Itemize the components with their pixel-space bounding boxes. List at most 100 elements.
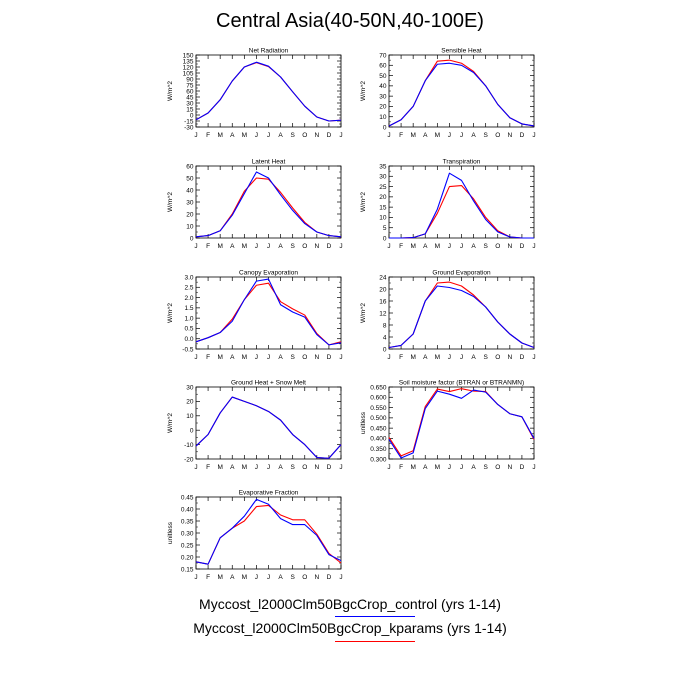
x-tick-label: J	[448, 243, 451, 250]
x-tick-label: D	[327, 243, 332, 250]
y-tick-label: 30	[186, 100, 194, 107]
x-tick-label: A	[423, 354, 428, 361]
series-line	[388, 389, 535, 459]
y-axis-label: W/m^2	[167, 192, 174, 212]
x-tick-label: A	[278, 464, 283, 471]
y-tick-label: 30	[186, 384, 194, 391]
plot-frame	[195, 386, 342, 460]
x-tick-label: S	[483, 132, 488, 139]
y-tick-label: 30	[379, 93, 387, 100]
y-tick-label: -0.5	[182, 346, 194, 353]
x-tick-label: J	[255, 243, 258, 250]
x-tick-label: O	[302, 132, 307, 139]
x-tick-label: N	[507, 464, 512, 471]
x-tick-label: M	[435, 354, 440, 361]
x-tick-label: J	[387, 243, 390, 250]
x-tick-label: S	[483, 243, 488, 250]
plot-frame	[388, 276, 535, 350]
y-tick-label: 60	[186, 88, 194, 95]
y-tick-label: 0.500	[370, 415, 387, 422]
x-tick-label: F	[399, 132, 403, 139]
y-tick-label: 0	[190, 112, 194, 119]
x-tick-label: A	[230, 354, 235, 361]
x-tick-label: O	[495, 243, 500, 250]
panel-title: Latent Heat	[252, 159, 286, 166]
plot-frame	[195, 276, 342, 350]
legend-label-kparams: Myccost_l2000Clm50BgcCrop_kparams (yrs 1…	[193, 620, 507, 636]
y-tick-label: 16	[379, 298, 387, 305]
x-tick-label: J	[194, 574, 197, 581]
x-tick-label: D	[327, 464, 332, 471]
x-tick-label: J	[255, 354, 258, 361]
series-line	[195, 177, 342, 238]
y-tick-label: 5	[383, 225, 387, 232]
x-tick-label: J	[194, 464, 197, 471]
x-tick-label: J	[267, 574, 270, 581]
x-tick-label: J	[267, 354, 270, 361]
y-tick-label: 135	[183, 58, 194, 65]
x-tick-label: A	[423, 243, 428, 250]
series-line	[389, 184, 534, 239]
x-tick-label: J	[267, 464, 270, 471]
series-line	[195, 282, 342, 346]
x-tick-label: J	[267, 243, 270, 250]
y-tick-label: 0.15	[181, 566, 194, 573]
y-tick-label: 0.20	[181, 554, 194, 561]
y-tick-label: -30	[184, 124, 194, 131]
panel-title: Sensible Heat	[441, 48, 482, 55]
y-axis-label: unitless	[167, 521, 174, 544]
y-tick-label: 20	[186, 211, 194, 218]
y-tick-label: 0.650	[370, 384, 387, 391]
x-tick-label: J	[460, 243, 463, 250]
x-tick-label: N	[314, 132, 319, 139]
chart-panel: Soil moisture factor (BTRAN or BTRANMN) 0…	[360, 380, 536, 472]
y-tick-label: 120	[183, 64, 194, 71]
chart-panel: Evaporative Fraction 0.15 0.20 0.25 0.30 0.35…	[167, 490, 343, 582]
y-axis-label: unitless	[360, 411, 367, 434]
series-line	[388, 59, 535, 127]
x-tick-label: O	[302, 464, 307, 471]
y-tick-label: -15	[184, 118, 194, 125]
x-tick-label: J	[532, 243, 535, 250]
x-tick-label: N	[314, 574, 319, 581]
x-tick-label: M	[217, 464, 222, 471]
y-tick-label: 0	[383, 235, 387, 242]
series-line	[195, 61, 342, 122]
y-tick-label: 40	[379, 83, 387, 90]
x-tick-label: O	[302, 243, 307, 250]
legend-swatch-kparams	[335, 641, 415, 642]
series-line	[195, 396, 342, 459]
x-tick-label: D	[327, 574, 332, 581]
x-tick-label: D	[327, 132, 332, 139]
y-tick-label: 60	[186, 163, 194, 170]
y-tick-label: 0	[190, 235, 194, 242]
y-tick-label: 10	[379, 215, 387, 222]
x-tick-label: S	[290, 243, 295, 250]
x-tick-label: J	[532, 354, 535, 361]
y-tick-label: 1.5	[184, 305, 193, 312]
x-tick-label: N	[507, 354, 512, 361]
plot-frame	[195, 496, 342, 570]
y-axis-label: W/m^2	[360, 192, 367, 212]
panel-title: Ground Evaporation	[432, 270, 491, 277]
y-tick-label: 0	[383, 346, 387, 353]
y-axis-label: W/m^2	[167, 413, 174, 433]
x-tick-label: J	[339, 243, 342, 250]
x-tick-label: A	[423, 132, 428, 139]
x-tick-label: D	[520, 354, 525, 361]
x-tick-label: F	[206, 132, 210, 139]
x-tick-label: A	[230, 132, 235, 139]
x-tick-label: N	[507, 243, 512, 250]
series-line	[195, 171, 342, 238]
panel-title: Evaporative Fraction	[239, 490, 299, 497]
y-tick-label: 3.0	[184, 274, 193, 281]
x-tick-label: N	[314, 354, 319, 361]
x-tick-label: F	[399, 464, 403, 471]
x-tick-label: J	[194, 132, 197, 139]
series-line	[195, 278, 342, 346]
x-tick-label: S	[483, 354, 488, 361]
x-tick-label: D	[520, 464, 525, 471]
x-tick-label: F	[399, 354, 403, 361]
